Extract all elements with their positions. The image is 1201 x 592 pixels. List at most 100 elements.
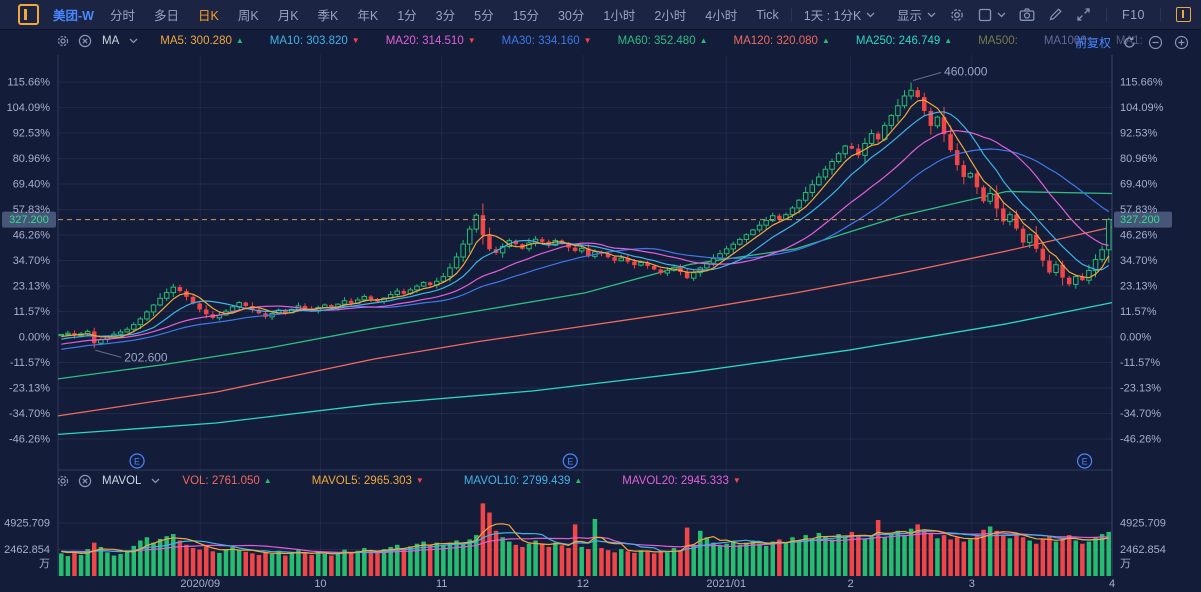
- svg-text:4925.709: 4925.709: [1120, 518, 1166, 530]
- toolbar-divider: [790, 7, 792, 22]
- tab-30分[interactable]: 30分: [557, 9, 585, 23]
- ma20-line: [61, 130, 1109, 345]
- mavol20-line: [61, 532, 1109, 554]
- ma-indicator-ma20: MA20: 314.510 ▼: [386, 35, 476, 47]
- indicator-close-icon[interactable]: [78, 34, 92, 48]
- tab-年K[interactable]: 年K: [357, 9, 379, 23]
- svg-text:万: 万: [1120, 558, 1131, 570]
- svg-text:92.53%: 92.53%: [13, 128, 51, 140]
- current-price-tag-right: 327.200: [1114, 211, 1172, 228]
- ma-indicator-ma1000: MA1000:: [1044, 35, 1090, 47]
- tab-日K[interactable]: 日K: [198, 9, 219, 23]
- ma-indicator-ma500: MA500:: [978, 35, 1018, 47]
- chart-type-selector[interactable]: [978, 8, 1006, 22]
- vol-indicator-mavol10: MAVOL10: 2799.439 ▲: [464, 475, 582, 487]
- svg-text:69.40%: 69.40%: [1120, 179, 1158, 191]
- settings-gear-icon[interactable]: [949, 7, 965, 23]
- mavol5-line: [61, 523, 1109, 555]
- tab-月K[interactable]: 月K: [277, 9, 299, 23]
- compose-period-selector[interactable]: 1天 : 1分K: [804, 5, 876, 24]
- tab-季K[interactable]: 季K: [317, 9, 339, 23]
- svg-text:E: E: [134, 457, 140, 467]
- indicator-name[interactable]: MA: [102, 35, 120, 47]
- x-axis-labels: 2020/09 10 11 12 2021/01 2 3 4: [180, 578, 1115, 590]
- tab-2小时[interactable]: 2小时: [654, 9, 687, 23]
- svg-text:80.96%: 80.96%: [1120, 153, 1158, 165]
- ma-indicator-row: MA MA5: 300.280 ▲ MA10: 303.820 ▼ MA20: 314.…: [56, 34, 1143, 48]
- ma-indicator-ma60: MA60: 352.480 ▲: [618, 35, 708, 47]
- tab-4小时[interactable]: 4小时: [705, 9, 738, 23]
- svg-text:92.53%: 92.53%: [1120, 128, 1158, 140]
- svg-text:46.26%: 46.26%: [1120, 230, 1158, 242]
- candlestick-chart[interactable]: 327.200 327.200 115.66% 115.66% 104.09% 104.0…: [0, 30, 1201, 592]
- indicator-value: MA30: 334.160: [501, 35, 580, 47]
- ma-row-right-group: 前复权: [1075, 34, 1189, 51]
- fullscreen-icon[interactable]: [1076, 7, 1091, 22]
- kline-panel-icon[interactable]: [1176, 7, 1191, 22]
- svg-text:0.00%: 0.00%: [19, 332, 50, 344]
- indicator-close-icon[interactable]: [78, 474, 92, 488]
- ma250-line: [57, 301, 1113, 436]
- indicator-value: VOL: 2761.050: [182, 475, 260, 487]
- svg-text:460.000: 460.000: [944, 65, 988, 79]
- zoom-in-icon[interactable]: [1174, 35, 1189, 50]
- tab-1小时[interactable]: 1小时: [603, 9, 636, 23]
- up-arrow-icon: ▲: [235, 36, 244, 45]
- earnings-marker[interactable]: E: [1076, 453, 1093, 469]
- indicator-value: MA20: 314.510: [385, 35, 464, 47]
- tab-3分[interactable]: 3分: [435, 9, 456, 23]
- indicator-value: MA1:: [1115, 35, 1143, 47]
- toolbar-right-group: 显示: [897, 5, 1191, 24]
- tab-多日[interactable]: 多日: [153, 9, 179, 23]
- period-tabs: 分时 多日 日K 周K 月K 季K 年K 1分 3分 5分 15分 30分 1小时 2小时 4小时 Tick: [110, 5, 779, 24]
- candle-icon[interactable]: [18, 4, 39, 25]
- volume-axis-labels: 4925.709 4925.709 2462.854 2462.854 万 万: [4, 518, 1166, 571]
- vol-indicator-row: MAVOL VOL: 2761.050 ▲ MAVOL5: 2965.303 ▼ MAV…: [56, 474, 741, 488]
- svg-text:-11.57%: -11.57%: [10, 357, 50, 369]
- price-annotations: 460.000 202.600: [95, 65, 988, 364]
- tab-分时[interactable]: 分时: [109, 9, 135, 23]
- ma-indicator-ma5: MA5: 300.280 ▲: [160, 35, 244, 47]
- svg-text:E: E: [1082, 457, 1088, 467]
- vol-values: VOL: 2761.050 ▲ MAVOL5: 2965.303 ▼ MAVOL10: …: [182, 475, 740, 487]
- earnings-marker[interactable]: E: [129, 453, 145, 469]
- indicator-settings-icon[interactable]: [56, 474, 70, 488]
- earnings-marker[interactable]: E: [562, 453, 578, 469]
- ma-indicator-ma1: MA1:: [1116, 35, 1143, 47]
- zoom-out-icon[interactable]: [1148, 35, 1163, 50]
- up-arrow-icon: ▲: [944, 36, 953, 45]
- tab-5分[interactable]: 5分: [474, 9, 494, 23]
- camera-icon[interactable]: [1019, 7, 1035, 22]
- chevron-down-icon[interactable]: [129, 38, 138, 44]
- svg-text:2462.854: 2462.854: [1120, 544, 1166, 556]
- display-menu[interactable]: 显示: [897, 5, 936, 24]
- svg-text:57.83%: 57.83%: [1120, 204, 1158, 216]
- draw-pencil-icon[interactable]: [1048, 7, 1063, 22]
- y-axis-labels: 115.66% 115.66% 104.09% 104.09% 92.53% 92.53%…: [7, 77, 1164, 446]
- svg-text:-23.13%: -23.13%: [1120, 382, 1161, 394]
- indicator-name[interactable]: MAVOL: [102, 475, 142, 487]
- tab-15分[interactable]: 15分: [512, 9, 539, 23]
- svg-text:4: 4: [1109, 578, 1115, 590]
- vol-indicator-mavol20: MAVOL20: 2945.333 ▼: [622, 475, 740, 487]
- indicator-settings-icon[interactable]: [56, 34, 70, 48]
- tab-Tick[interactable]: Tick: [756, 7, 779, 22]
- svg-text:2462.854: 2462.854: [4, 544, 50, 556]
- f10-button[interactable]: F10: [1121, 7, 1145, 22]
- svg-text:-34.70%: -34.70%: [1120, 408, 1161, 420]
- tab-1分[interactable]: 1分: [397, 9, 417, 23]
- volume-bars: [59, 503, 1111, 576]
- vol-indicator-vol: VOL: 2761.050 ▲: [182, 475, 271, 487]
- svg-text:34.70%: 34.70%: [1120, 255, 1158, 267]
- reset-zoom-icon[interactable]: [1122, 35, 1137, 50]
- ma30-line: [61, 148, 1110, 350]
- toolbar-divider: [1160, 7, 1161, 22]
- svg-text:-11.57%: -11.57%: [1120, 357, 1160, 369]
- stock-symbol[interactable]: 美团-W: [53, 9, 94, 23]
- svg-text:4925.709: 4925.709: [4, 518, 50, 530]
- tab-周K[interactable]: 周K: [237, 9, 259, 23]
- chevron-down-icon[interactable]: [151, 478, 160, 484]
- adjust-mode-button[interactable]: 前复权: [1074, 36, 1111, 50]
